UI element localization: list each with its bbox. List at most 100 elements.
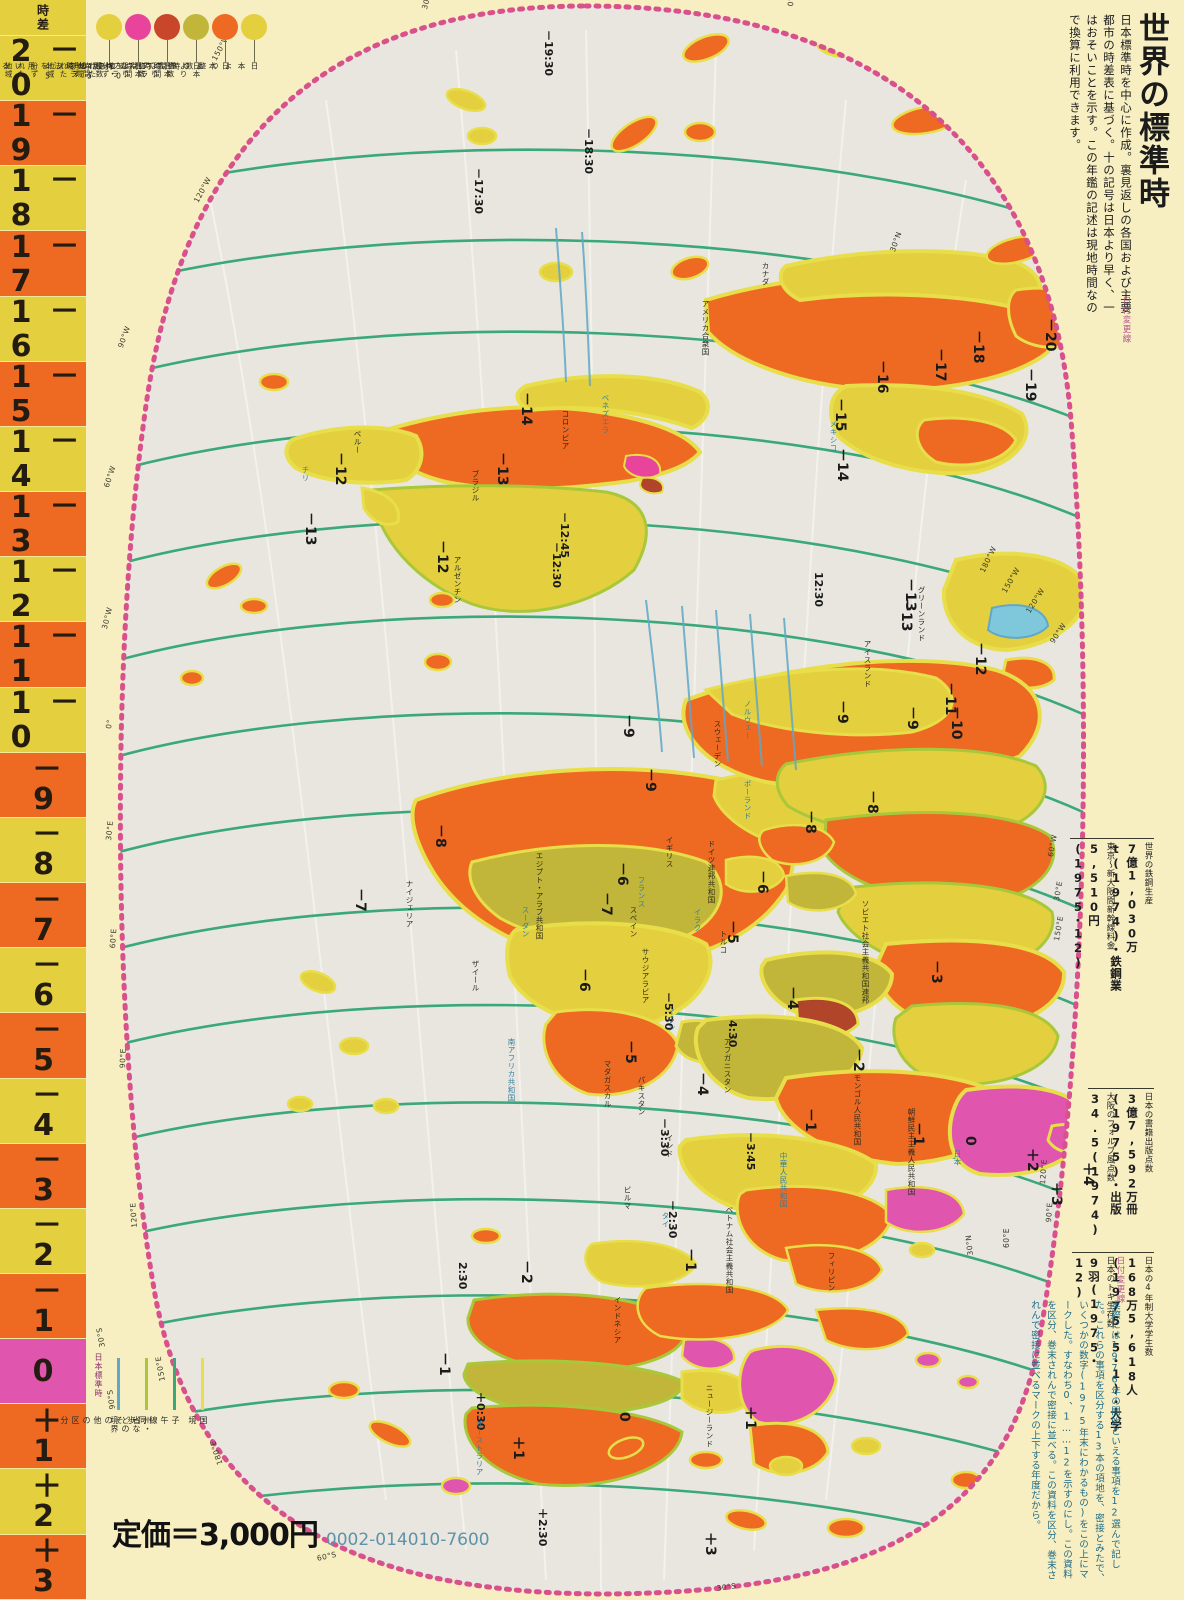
zone-offset-label: 0 <box>616 1412 632 1422</box>
stat-value: 7億1,030万t(1974)・鉄鋼業 <box>1109 842 1139 992</box>
scale-cell-minus3[interactable]: －3 <box>0 1143 86 1209</box>
scale-cell-minus2[interactable]: －2 <box>0 1208 86 1274</box>
country-label: アルゼンチン <box>453 556 462 604</box>
legend-color-label: 日本より０・整数時間プラス45分ずれた地域 <box>4 62 143 81</box>
scale-cell-minus13[interactable]: －13 <box>0 490 86 558</box>
stat-value: 168万5,618人(1975・5・1)・大学 <box>1109 1256 1139 1432</box>
zone-offset-label: －15 <box>832 398 848 432</box>
legend-line-swatch <box>145 1358 148 1410</box>
country-label: ザイール <box>471 960 480 992</box>
country-label: タイ <box>661 1212 670 1228</box>
zone-offset-label: －17:30 <box>472 168 485 215</box>
country-label: 朝鮮民主主義人民共和国 <box>907 1108 916 1196</box>
scale-cell-label: －11 <box>3 620 79 689</box>
scale-header: 時差 <box>0 0 86 36</box>
legend-line-swatch <box>201 1358 204 1410</box>
scale-cell-minus8[interactable]: －8 <box>0 817 86 884</box>
scale-cell-label: －16 <box>3 294 79 363</box>
zone-offset-label: 4:30 <box>726 1020 739 1048</box>
scale-cell-minus14[interactable]: －14 <box>0 425 86 493</box>
country-label: ベトナム社会主義共和国 <box>725 1206 734 1294</box>
japan-standard-time-note: 日本標準時 <box>94 1353 103 1399</box>
country-label: ニュージーランド <box>705 1384 714 1448</box>
stat-block: 世界の鉄鋼生産 7億1,030万t(1974)・鉄鋼業 <box>1108 838 1154 1012</box>
country-label: スペイン <box>629 906 638 938</box>
zone-offset-label: －8 <box>802 810 818 834</box>
scale-cell-minus6[interactable]: －6 <box>0 948 86 1014</box>
country-label: コロンビア <box>561 410 570 450</box>
country-label: インドネシア <box>613 1296 622 1344</box>
country-label: ナイジェリア <box>405 880 414 928</box>
zone-offset-label: －12:45 <box>558 512 571 559</box>
stat-block: 日本のトキ生存数 9羽(1975・12) <box>1072 1252 1116 1376</box>
scale-cell-label: －18 <box>3 164 79 233</box>
graticule-label: 60°E <box>1002 1227 1011 1248</box>
zone-offset-label: －19 <box>1022 368 1038 402</box>
country-label: マダガスカル <box>603 1060 612 1108</box>
zone-offset-label: －20 <box>1042 318 1058 352</box>
legend-color-swatch <box>125 14 151 40</box>
zone-offset-label: －13 <box>902 578 918 612</box>
scale-cell-minus10[interactable]: －10 <box>0 686 86 754</box>
legend-color-swatch <box>183 14 209 40</box>
date-line-callout-bottom: 日付変更線 <box>1115 1256 1125 1304</box>
scale-cell-minus5[interactable]: －5 <box>0 1013 86 1079</box>
legend-line-label: 州・省などの境界 <box>110 1416 152 1433</box>
scale-cell-plus2[interactable]: ＋2 <box>0 1469 86 1535</box>
country-label: アイスランド <box>863 640 872 688</box>
legend-line-swatch <box>173 1358 176 1410</box>
scale-cell-plus1[interactable]: ＋1 <box>0 1404 86 1470</box>
country-label: パキスタン <box>637 1076 646 1116</box>
legend-color-item: 日本より整数時間ずれた地域 <box>65 14 240 70</box>
graticule-label: 0° <box>786 0 796 7</box>
country-label: フランス <box>637 876 646 908</box>
country-label: エジプト・アラブ共和国 <box>535 852 544 940</box>
scale-cell-minus19[interactable]: －19 <box>0 99 86 167</box>
scale-cell-plus3[interactable]: ＋3 <box>0 1534 86 1600</box>
time-difference-scale[interactable]: 時差 －20 －19 －18 －17 －16 －15 －14 －13 －12 －11 －10 －9 －8 －… <box>0 0 86 1600</box>
legend-line-label: 子午線同歩 <box>127 1416 180 1425</box>
country-label: ノルウェー <box>743 700 752 740</box>
scale-cell-label: ＋2 <box>26 1470 61 1534</box>
stat-label: 日本のトキ生存数 <box>1105 1256 1115 1328</box>
zone-offset-label: －4 <box>784 986 800 1010</box>
scale-cell-0[interactable]: 0 <box>0 1339 86 1405</box>
scale-cell-minus16[interactable]: －16 <box>0 294 86 363</box>
graticule-label: 60°E <box>108 928 119 949</box>
date-line-callout-top: 日付変更線 <box>1121 296 1131 344</box>
stat-block: 大阪のフォルブ風点数 34.5(1974) <box>1088 1088 1116 1237</box>
country-label: イギリス <box>665 836 674 868</box>
zone-offset-label: －7 <box>352 888 368 912</box>
legend-color-swatch <box>241 14 267 40</box>
legend-line-key: その他の区分 州・省などの境界 子午線同歩 国境 <box>60 1358 226 1498</box>
scale-cell-minus18[interactable]: －18 <box>0 164 86 233</box>
zone-offset-label: －12:30 <box>550 542 563 589</box>
zone-offset-label: 12:30 <box>812 572 825 608</box>
scale-cell-minus20[interactable]: －20 <box>0 34 86 102</box>
legend-color-item: 特別の時法を用いる地域 <box>1 14 124 70</box>
zone-offset-label: ＋1 <box>742 1406 758 1430</box>
zone-offset-label: －5 <box>724 920 740 944</box>
legend-line-label: 国境 <box>188 1416 208 1425</box>
scale-cell-minus9[interactable]: －9 <box>0 752 86 818</box>
scale-cell-minus7[interactable]: －7 <box>0 883 86 949</box>
zone-offset-label: －6 <box>614 862 630 886</box>
stat-block: 日本の4年制大学学生数 168万5,618人(1975・5・1)・大学 <box>1108 1252 1154 1446</box>
country-label: 日本 <box>953 1150 962 1166</box>
scale-cell-minus17[interactable]: －17 <box>0 230 86 298</box>
zone-offset-label: 0 <box>962 1136 978 1146</box>
legend-line-item: 子午線同歩 <box>127 1358 188 1425</box>
scale-cell-minus12[interactable]: －12 <box>0 555 86 623</box>
scale-cell-label: －7 <box>26 883 61 947</box>
zone-offset-label: －1 <box>802 1108 818 1132</box>
map-canvas <box>117 3 1087 1597</box>
zone-offset-label: －4 <box>694 1072 710 1096</box>
scale-cell-minus4[interactable]: －4 <box>0 1078 86 1144</box>
scale-cell-minus1[interactable]: －1 <box>0 1273 86 1340</box>
zone-offset-label: －12 <box>434 540 450 574</box>
scale-cell-minus15[interactable]: －15 <box>0 360 86 428</box>
scale-cell-label: 0 <box>25 1354 61 1389</box>
scale-cell-minus11[interactable]: －11 <box>0 620 86 689</box>
zone-offset-label: －3 <box>928 960 944 984</box>
zone-offset-label: －9 <box>620 714 636 738</box>
